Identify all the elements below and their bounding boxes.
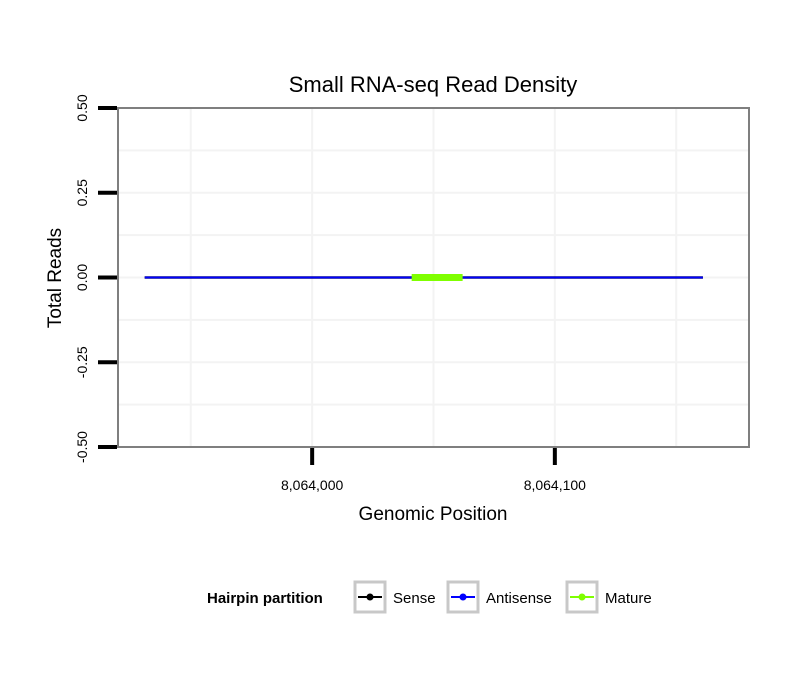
panel-border xyxy=(117,107,750,448)
legend-item-antisense: Antisense xyxy=(446,580,552,614)
legend: Hairpin partition Sense Antisense Mature xyxy=(207,580,652,614)
x-axis-title: Genomic Position xyxy=(359,504,508,525)
legend-label: Antisense xyxy=(486,590,552,607)
legend-item-mature: Mature xyxy=(565,580,652,614)
y-tick-label: -0.25 xyxy=(74,346,90,378)
chart-title: Small RNA-seq Read Density xyxy=(289,72,578,97)
y-axis-title: Total Reads xyxy=(45,228,66,328)
legend-key-point xyxy=(578,593,586,601)
legend-label: Sense xyxy=(393,590,436,607)
x-tick-label: 8,064,000 xyxy=(281,477,343,493)
y-tick-label: 0.00 xyxy=(74,264,90,291)
legend-item-sense: Sense xyxy=(353,580,436,614)
legend-label: Mature xyxy=(605,590,652,607)
y-tick-label: 0.50 xyxy=(74,94,90,121)
y-tick-label: 0.25 xyxy=(74,179,90,206)
legend-key-point xyxy=(459,593,467,601)
legend-title: Hairpin partition xyxy=(207,590,323,607)
axis-ticks: -0.50 -0.25 0.00 0.25 0.50 8,064,000 8,064,100 xyxy=(74,94,586,493)
legend-key-point xyxy=(366,593,374,601)
x-tick-label: 8,064,100 xyxy=(524,477,586,493)
y-tick-label: -0.50 xyxy=(74,431,90,463)
